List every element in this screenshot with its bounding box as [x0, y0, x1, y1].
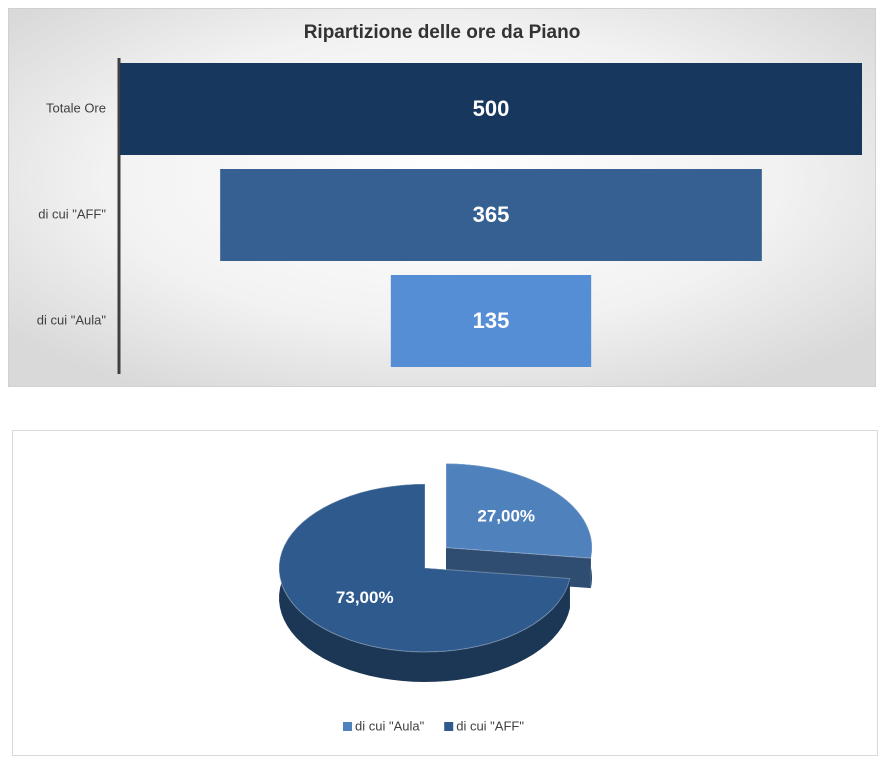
data-label: 27,00%	[477, 507, 535, 526]
legend-swatch	[343, 722, 352, 731]
bar	[390, 275, 592, 367]
bar	[220, 169, 762, 261]
legend-label: di cui "AFF"	[456, 718, 524, 733]
category-label: Totale Ore	[46, 100, 106, 115]
data-label: 500	[473, 96, 510, 121]
pie-slice	[278, 483, 571, 653]
category-label: di cui "AFF"	[38, 206, 106, 221]
category-label: di cui "Aula"	[37, 312, 107, 327]
bar	[120, 63, 862, 155]
data-label: 73,00%	[336, 588, 394, 607]
legend-swatch	[444, 722, 454, 731]
chart-title: Ripartizione delle ore da Piano	[304, 22, 581, 43]
legend-label: di cui "Aula"	[355, 718, 425, 733]
data-label: 135	[473, 308, 510, 333]
data-label: 365	[473, 202, 510, 227]
pie-slice	[445, 463, 593, 559]
